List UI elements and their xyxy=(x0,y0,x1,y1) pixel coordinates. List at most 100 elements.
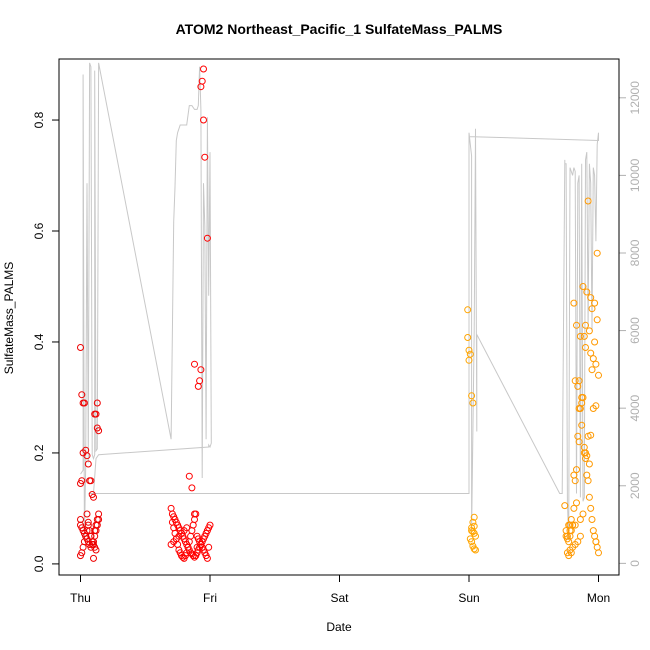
data-point xyxy=(191,360,198,368)
y-tick-label: 0.8 xyxy=(32,111,46,128)
data-point xyxy=(576,532,584,540)
data-point xyxy=(570,299,578,307)
data-point xyxy=(472,546,479,554)
data-point xyxy=(592,360,600,368)
data-point xyxy=(584,197,592,205)
data-point xyxy=(83,452,91,460)
data-point xyxy=(77,344,84,351)
data-point xyxy=(576,516,584,523)
y2-tick-label: 8000 xyxy=(628,239,642,266)
data-point xyxy=(569,521,577,529)
data-point xyxy=(571,377,579,385)
data-point xyxy=(203,554,211,562)
data-point xyxy=(95,510,103,518)
data-point xyxy=(589,355,597,363)
data-point xyxy=(580,332,588,340)
data-point xyxy=(575,405,583,412)
x-tick-label: Mon xyxy=(587,591,610,605)
data-point xyxy=(90,554,97,562)
data-point xyxy=(574,538,582,546)
data-point xyxy=(563,532,571,540)
y-tick-label: 0.6 xyxy=(32,222,46,239)
data-point xyxy=(83,510,91,518)
data-point xyxy=(194,382,202,390)
data-point xyxy=(84,521,92,529)
data-point xyxy=(587,431,595,439)
x-axis-label: Date xyxy=(326,620,352,634)
data-point xyxy=(588,305,596,313)
data-point xyxy=(573,466,580,474)
y2-tick-label: 12000 xyxy=(628,81,642,115)
data-point xyxy=(571,521,579,529)
data-point xyxy=(80,399,88,407)
data-point xyxy=(567,549,575,557)
data-points-layer xyxy=(77,65,602,562)
data-point xyxy=(583,288,591,296)
data-point xyxy=(200,116,207,124)
data-point xyxy=(582,321,589,329)
data-point xyxy=(200,65,207,73)
data-point xyxy=(561,502,569,510)
data-point xyxy=(579,283,587,290)
data-point xyxy=(93,399,101,407)
data-point xyxy=(575,438,583,446)
data-point xyxy=(571,477,579,485)
data-point xyxy=(464,334,472,341)
y-tick-label: 0.0 xyxy=(32,555,46,572)
data-point xyxy=(95,427,103,435)
data-point xyxy=(576,332,584,340)
data-point xyxy=(468,538,476,546)
y2-tick-label: 0 xyxy=(628,560,642,567)
data-point xyxy=(468,524,476,532)
data-point xyxy=(587,294,595,302)
data-point xyxy=(185,472,193,480)
data-point xyxy=(188,484,196,492)
x-tick-label: Sat xyxy=(330,591,349,605)
data-point xyxy=(183,524,191,532)
y2-tick-label: 6000 xyxy=(628,317,642,344)
data-point xyxy=(585,327,593,335)
y2-tick-label: 10000 xyxy=(628,158,642,192)
data-point xyxy=(582,344,589,351)
data-point xyxy=(593,249,601,257)
data-point xyxy=(84,518,92,526)
data-point xyxy=(92,410,100,418)
data-point xyxy=(570,504,578,512)
data-point xyxy=(197,366,205,374)
data-point xyxy=(587,504,595,512)
data-point xyxy=(78,477,86,485)
data-point xyxy=(593,316,601,324)
data-point xyxy=(591,299,599,307)
data-point xyxy=(469,399,477,407)
y2-tick-label: 2000 xyxy=(628,472,642,499)
plot-frame xyxy=(58,58,620,576)
data-point xyxy=(585,493,593,501)
data-point xyxy=(193,543,201,551)
y-tick-label: 0.2 xyxy=(32,444,46,461)
data-point xyxy=(582,449,589,457)
data-point xyxy=(206,521,214,529)
data-point xyxy=(592,402,600,410)
data-point xyxy=(574,382,582,390)
data-point xyxy=(587,349,595,357)
y2-tick-label: 4000 xyxy=(628,395,642,422)
data-point xyxy=(465,356,473,364)
data-point xyxy=(203,234,211,242)
data-point xyxy=(191,510,198,518)
data-point xyxy=(585,460,593,468)
data-point xyxy=(197,83,205,91)
y-tick-label: 0.4 xyxy=(32,333,46,350)
data-point xyxy=(465,346,473,354)
data-point xyxy=(470,545,478,553)
data-point xyxy=(591,338,599,346)
altitude-line xyxy=(80,62,599,541)
data-point xyxy=(205,543,213,551)
data-point xyxy=(78,391,86,399)
x-tick-label: Thu xyxy=(70,591,91,605)
data-point xyxy=(92,546,100,554)
data-point xyxy=(595,549,602,557)
data-point xyxy=(573,321,580,329)
data-point xyxy=(87,477,95,485)
